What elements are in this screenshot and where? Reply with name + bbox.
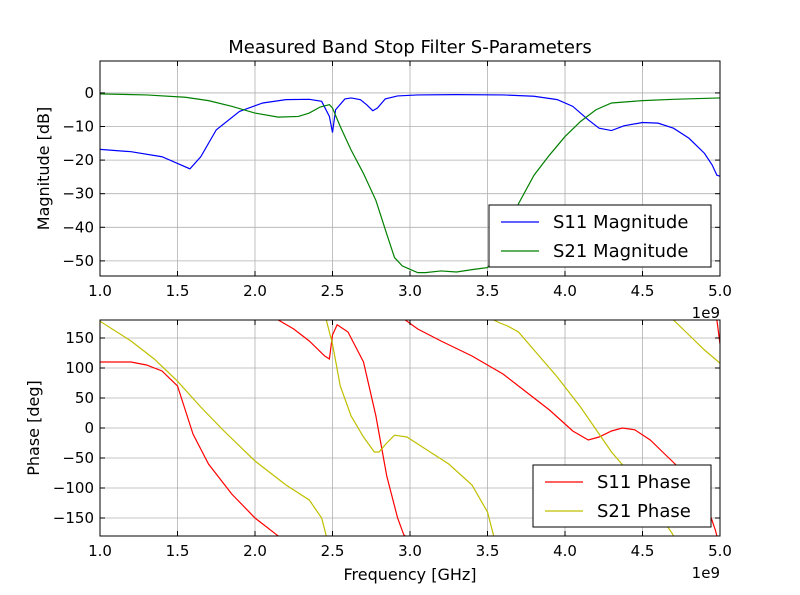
phase-x-offset-label: 1e9 — [692, 564, 720, 582]
x-tick-label: 3.0 — [398, 282, 422, 300]
x-tick-label: 2.0 — [243, 282, 267, 300]
y-tick-label: 0 — [84, 419, 94, 437]
series-line-s11-magnitude — [100, 93, 720, 177]
y-tick-label: −30 — [62, 185, 94, 203]
magnitude-ticks: 1.0 1.5 2.0 2.5 3.0 3.5 4.0 4.5 5.0 0 −10 −20 −30 −40… — [62, 61, 732, 300]
series-line-s21-magnitude — [100, 93, 720, 274]
magnitude-legend: S11 Magnitude S21 Magnitude — [488, 204, 712, 268]
chart-title: Measured Band Stop Filter S-Parameters — [228, 37, 591, 58]
y-tick-label: −50 — [62, 449, 94, 467]
legend-box — [532, 464, 712, 528]
y-tick-label: 100 — [65, 359, 94, 377]
x-tick-label: 2.5 — [321, 542, 345, 560]
x-tick-label: 2.5 — [321, 282, 345, 300]
legend-entry: S21 Phase — [597, 501, 691, 522]
legend-entry: S11 Magnitude — [553, 212, 688, 233]
x-tick-label: 3.0 — [398, 542, 422, 560]
series-line-s21-phase — [100, 320, 720, 536]
magnitude-x-offset-label: 1e9 — [692, 304, 720, 322]
y-tick-label: −100 — [53, 479, 94, 497]
x-tick-label: 1.5 — [166, 542, 190, 560]
x-tick-label: 4.5 — [631, 542, 655, 560]
series-line-s11-phase — [100, 320, 720, 536]
y-tick-label: −150 — [53, 509, 94, 527]
y-tick-label: −50 — [62, 252, 94, 270]
phase-axes: 1.0 1.5 2.0 2.5 3.0 3.5 4.0 4.5 5.0 150 100 50 0 −50 −… — [24, 319, 732, 584]
phase-series — [100, 320, 720, 536]
magnitude-y-axis-label: Magnitude [dB] — [34, 107, 53, 230]
x-tick-label: 5.0 — [708, 542, 732, 560]
x-tick-label: 2.0 — [243, 542, 267, 560]
x-tick-label: 1.5 — [166, 282, 190, 300]
legend-entry: S21 Magnitude — [553, 241, 688, 262]
magnitude-axes: 1.0 1.5 2.0 2.5 3.0 3.5 4.0 4.5 5.0 0 −10 −20 −30 −40… — [34, 60, 732, 322]
x-tick-label: 3.5 — [476, 542, 500, 560]
phase-legend: S11 Phase S21 Phase — [532, 464, 712, 528]
y-tick-label: −20 — [62, 151, 94, 169]
x-tick-label: 3.5 — [476, 282, 500, 300]
legend-entry: S11 Phase — [597, 472, 691, 493]
phase-ticks: 1.0 1.5 2.0 2.5 3.0 3.5 4.0 4.5 5.0 150 100 50 0 −50 −… — [53, 320, 732, 560]
x-tick-label: 5.0 — [708, 282, 732, 300]
y-tick-label: 150 — [65, 329, 94, 347]
phase-y-axis-label: Phase [deg] — [24, 380, 43, 476]
legend-box — [488, 204, 712, 268]
y-tick-label: −10 — [62, 118, 94, 136]
x-tick-label: 4.0 — [553, 542, 577, 560]
x-tick-label: 4.0 — [553, 282, 577, 300]
y-tick-label: −40 — [62, 218, 94, 236]
y-tick-label: 0 — [84, 84, 94, 102]
x-tick-label: 1.0 — [88, 542, 112, 560]
y-tick-label: 50 — [75, 389, 94, 407]
magnitude-series — [100, 93, 720, 274]
x-tick-label: 4.5 — [631, 282, 655, 300]
x-axis-label: Frequency [GHz] — [343, 565, 476, 584]
x-tick-label: 1.0 — [88, 282, 112, 300]
